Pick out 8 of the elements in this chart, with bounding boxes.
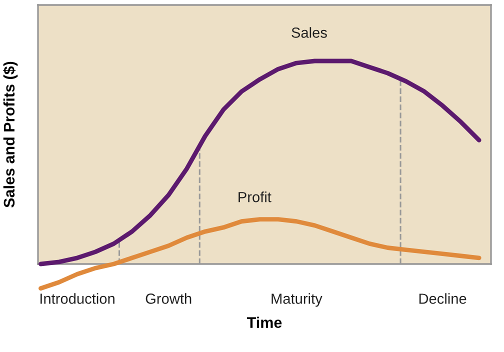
x-tick-label: Introduction <box>40 293 114 304</box>
series-label: Sales <box>292 27 327 38</box>
x-tick-label: Decline <box>419 293 466 304</box>
y-axis-title: Sales and Profits ($) <box>3 62 18 208</box>
x-axis-title: Time <box>246 316 282 328</box>
series-label: Profit <box>238 192 272 202</box>
x-tick-label: Growth <box>146 293 192 304</box>
x-tick-label: Maturity <box>272 293 322 307</box>
